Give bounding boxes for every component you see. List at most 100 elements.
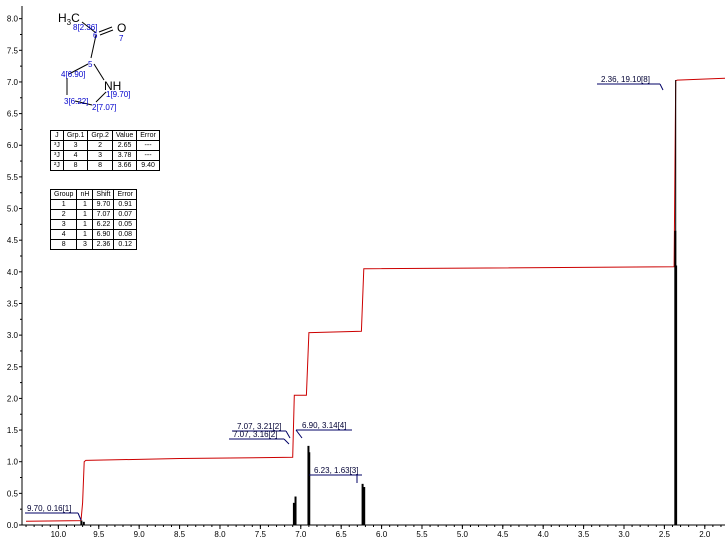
- peak-label: 9.70, 0.16[1]: [27, 504, 71, 513]
- peak-label: 2.36, 19.10[8]: [601, 75, 650, 84]
- peak-labels: 9.70, 0.16[1] 7.07, 3.21[2]7.07, 3.16[2] 6…: [25, 75, 664, 521]
- y-tick-label: 8.0: [7, 15, 19, 24]
- atom-label-7: 7: [119, 34, 124, 43]
- group-table-cell: 8: [49, 239, 78, 250]
- integral-curve: [25, 77, 725, 522]
- group-table-cell: 0.05: [113, 219, 137, 230]
- atom-label-1: 1[9.70]: [106, 90, 130, 99]
- x-tick-label: 8.0: [214, 530, 226, 539]
- bond-c6-n5: [90, 34, 97, 59]
- x-tick-label: 5.5: [416, 530, 428, 539]
- group-table-row: 4 1 6.90 0.08: [49, 229, 137, 240]
- peak-label: 6.23, 1.63[3]: [314, 466, 358, 475]
- coupling-table-row: ³J 3 2 2.65 ---: [50, 140, 160, 151]
- x-tick-label: 6.5: [336, 530, 348, 539]
- coupling-table-cell: 9.40: [136, 160, 160, 171]
- y-tick-label: 3.0: [7, 331, 19, 340]
- coupling-table-cell: 2.65: [111, 140, 138, 151]
- peak-label: 7.07, 3.16[2]: [233, 430, 277, 439]
- y-tick-label: 2.0: [7, 394, 19, 403]
- group-table-cell: 3: [76, 239, 94, 250]
- group-table-cell: 0.08: [113, 229, 137, 240]
- spectrum-lines: [80, 80, 678, 525]
- group-table-header-cell: nH: [76, 189, 94, 200]
- atom-label-4: 4[6.90]: [61, 70, 85, 79]
- coupling-table-cell: 3.78: [111, 150, 138, 161]
- coupling-table-cell: 3.66: [111, 160, 138, 171]
- group-table-cell: 6.22: [92, 219, 115, 230]
- coupling-table-cell: ²J: [50, 160, 64, 171]
- group-table-cell: 3: [49, 219, 78, 230]
- coupling-table-row: ²J 8 8 3.66 9.40: [50, 160, 160, 171]
- y-tick-label: 0.5: [7, 489, 19, 498]
- coupling-table-row: ³J 4 3 3.78 ---: [50, 150, 160, 161]
- y-tick-label: 1.5: [7, 426, 19, 435]
- atom-label-5: 5: [88, 60, 93, 69]
- x-tick-label: 7.5: [255, 530, 267, 539]
- x-tick-label: 5.0: [457, 530, 469, 539]
- group-table-header-cell: Group: [49, 189, 78, 200]
- coupling-table-header-cell: Error: [136, 130, 160, 141]
- group-table-cell: 7.07: [92, 209, 115, 220]
- bond-c3-c2: [74, 100, 93, 106]
- group-table-cell: 1: [76, 199, 94, 210]
- group-table-cell: 9.70: [92, 199, 115, 210]
- peak-label-pointer: [77, 512, 82, 521]
- group-table-cell: 2.36: [92, 239, 115, 250]
- coupling-table-header-cell: Grp.2: [87, 130, 113, 141]
- group-table-cell: 0.07: [113, 209, 137, 220]
- molecule-structure: H3C O NH 8[2.36] 6 7 5 4[6.90] 1[9.70] 3…: [58, 11, 130, 112]
- y-tick-label: 4.0: [7, 268, 19, 277]
- group-table-cell: 4: [49, 229, 78, 240]
- peak-label-pointer: [283, 438, 290, 445]
- group-table-cell: 1: [76, 209, 94, 220]
- bond-n5-nh: [93, 63, 105, 81]
- y-tick-label: 6.0: [7, 141, 19, 150]
- atom-label-3: 3[6.22]: [64, 97, 88, 106]
- x-tick-label: 6.0: [376, 530, 388, 539]
- coupling-table-header-cell: Grp.1: [62, 130, 89, 141]
- coupling-table-cell: 2: [87, 140, 113, 151]
- bond-c6-o7-double: [99, 29, 114, 36]
- atom-ch3: H3C: [58, 11, 80, 27]
- coupling-table-cell: ---: [136, 150, 160, 161]
- y-tick-label: 4.5: [7, 236, 19, 245]
- peak-label-pointer: [659, 83, 664, 91]
- y-tick-label: 7.5: [7, 46, 19, 55]
- y-tick-label: 5.5: [7, 173, 19, 182]
- atom-nh: NH: [104, 79, 121, 93]
- coupling-table-cell: ³J: [50, 150, 64, 161]
- group-table-cell: 1: [76, 219, 94, 230]
- x-tick-label: 2.0: [699, 530, 711, 539]
- group-table-row: 3 1 6.22 0.05: [49, 219, 137, 230]
- coupling-table-cell: 4: [62, 150, 89, 161]
- group-table-cell: 0.91: [113, 199, 137, 210]
- coupling-table-cell: 3: [62, 140, 89, 151]
- group-table-row: 1 1 9.70 0.91: [49, 199, 137, 210]
- group-shifts-table: Group nH Shift Error 1 1 9.70 0.91 2 1 7.07 0.07 3 1 6…: [49, 189, 137, 250]
- group-table-cell: 6.90: [92, 229, 115, 240]
- x-tick-label: 4.5: [497, 530, 509, 539]
- x-tick-label: 4.0: [538, 530, 550, 539]
- y-tick-label: 6.5: [7, 110, 19, 119]
- atom-label-6: 6: [93, 31, 98, 40]
- y-tick-label: 3.5: [7, 299, 19, 308]
- bond-n5-c4: [68, 63, 89, 75]
- x-tick-label: 3.0: [618, 530, 630, 539]
- y-tick-label: 0.0: [7, 521, 19, 530]
- atom-label-8: 8[2.36]: [73, 23, 97, 32]
- coupling-table-header-cell: J: [50, 130, 64, 141]
- atom-label-2: 2[7.07]: [92, 103, 116, 112]
- group-table-row: 8 3 2.36 0.12: [49, 239, 137, 250]
- atom-o: O: [117, 21, 126, 35]
- peak-label-pointer: [295, 429, 303, 439]
- peak-label-pointer: [285, 430, 291, 439]
- group-table-header-cell: Shift: [92, 189, 115, 200]
- coupling-table-header-row: J Grp.1 Grp.2 Value Error: [50, 130, 160, 141]
- x-tick-label: 10.0: [51, 530, 67, 539]
- integral-line: [25, 77, 725, 522]
- group-table-header-cell: Error: [113, 189, 137, 200]
- bond-c6-o7: [98, 26, 113, 33]
- y-tick-label: 5.0: [7, 205, 19, 214]
